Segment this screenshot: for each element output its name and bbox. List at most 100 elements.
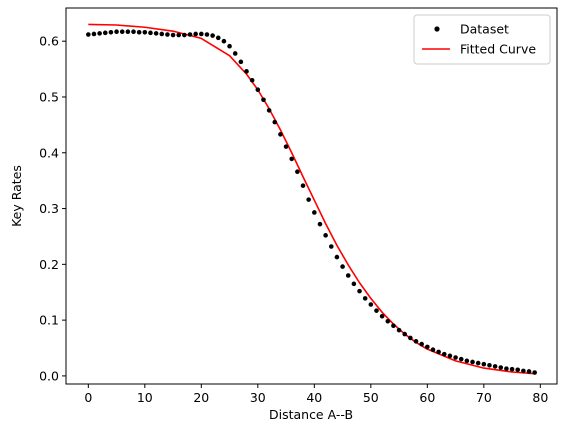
dataset-point (464, 358, 470, 364)
dataset-point (272, 119, 278, 125)
dataset-point (357, 288, 362, 294)
dataset-point (447, 353, 453, 359)
dataset-point (131, 29, 136, 35)
dataset-point (114, 29, 119, 35)
dataset-point (391, 323, 396, 329)
dataset-point (436, 349, 441, 355)
dataset-point (323, 233, 328, 238)
dataset-point (379, 313, 385, 319)
x-tick-label: 80 (532, 390, 548, 405)
dataset-point (97, 31, 102, 36)
dataset-point (255, 87, 261, 93)
dataset-point (278, 132, 283, 137)
dataset-point (295, 169, 300, 175)
fitted-curve-line (88, 23, 535, 375)
dataset-point (283, 144, 289, 149)
dataset-point (396, 327, 402, 333)
dataset-point (204, 32, 210, 37)
dataset-point (408, 335, 413, 341)
dataset-point (425, 344, 430, 350)
y-tick-label: 0.5 (39, 89, 59, 104)
x-tick-label: 30 (250, 390, 266, 405)
x-tick-label: 0 (84, 390, 92, 405)
dataset-point (419, 341, 424, 347)
legend: Dataset Fitted Curve (413, 14, 551, 65)
dataset-point (227, 43, 232, 49)
dataset-point (515, 367, 521, 373)
x-tick-label: 70 (476, 390, 492, 405)
dataset-point (249, 77, 255, 83)
dataset-point (521, 368, 526, 374)
dataset-point (91, 31, 97, 37)
y-tick-label: 0.0 (39, 368, 59, 383)
dataset-point (413, 339, 419, 344)
dataset-point (148, 30, 153, 36)
y-axis-label: Key Rates (9, 165, 24, 227)
dataset-point (187, 32, 193, 37)
dataset-point (232, 51, 238, 56)
x-tick-label: 10 (137, 390, 153, 405)
dataset-point (481, 361, 487, 367)
legend-box (413, 14, 551, 65)
dataset-point (453, 355, 458, 360)
dataset-point (374, 308, 379, 313)
dataset-point (526, 369, 532, 374)
dataset-point (351, 281, 357, 287)
dataset-point (317, 221, 323, 227)
dataset-point (334, 254, 340, 260)
dataset-point (221, 38, 227, 44)
dataset-point (210, 33, 215, 38)
y-tick-label: 0.3 (39, 201, 59, 216)
dataset-point (402, 331, 408, 337)
dataset-point (470, 359, 475, 365)
legend-dataset-label: Dataset (460, 22, 509, 37)
dataset-point (102, 30, 108, 36)
dataset-point (136, 29, 142, 35)
dataset-point (475, 360, 481, 366)
dataset-point (176, 32, 182, 38)
dataset-point (289, 156, 295, 162)
dataset-point (238, 59, 244, 65)
dataset-point (306, 197, 311, 202)
dataset-point (312, 210, 317, 215)
dataset-point (153, 31, 159, 36)
dataset-point (159, 31, 165, 37)
dataset-point (300, 183, 306, 188)
legend-dataset-marker (434, 26, 440, 32)
plot-frame (65, 7, 558, 385)
dataset-point (266, 108, 272, 113)
dataset-point (108, 29, 114, 35)
dataset-point (182, 32, 187, 38)
dataset-point (345, 273, 351, 278)
x-tick-label: 50 (363, 390, 379, 405)
dataset-point (498, 365, 504, 370)
y-axis-ticks: 0.0 0.1 0.2 0.3 0.4 0.5 0.6 (39, 34, 66, 383)
dataset-point (504, 366, 509, 371)
dataset-point (199, 31, 204, 37)
y-tick-label: 0.4 (39, 145, 59, 160)
dataset-point (142, 29, 148, 35)
y-tick-label: 0.1 (39, 313, 59, 328)
x-axis-label: Distance A--B (269, 407, 353, 422)
dataset-point (328, 244, 334, 249)
y-tick-label: 0.2 (39, 257, 59, 272)
dataset-point (430, 347, 436, 352)
dataset-point (458, 356, 464, 362)
x-tick-label: 60 (419, 390, 435, 405)
dataset-point (215, 35, 221, 41)
dataset-point (492, 364, 498, 369)
dataset-point (119, 29, 125, 35)
dataset-point (170, 32, 176, 38)
dataset-point (244, 69, 249, 74)
dataset-point (125, 29, 131, 35)
dataset-point (340, 264, 345, 269)
dataset-point (261, 97, 266, 103)
dataset-point (509, 366, 515, 372)
dataset-point (368, 302, 374, 307)
x-tick-label: 40 (306, 390, 322, 405)
dataset-point (193, 31, 198, 37)
x-axis-ticks: 0 10 20 30 40 50 60 70 80 (84, 384, 548, 405)
dataset-point (532, 370, 537, 375)
dataset-point (487, 363, 492, 368)
